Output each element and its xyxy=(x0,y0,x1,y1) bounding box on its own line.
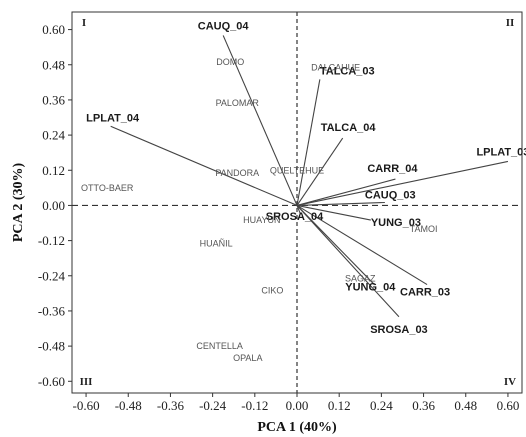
vector-label: CAUQ_03 xyxy=(365,190,416,202)
observation-label: PANDORA xyxy=(215,168,259,178)
x-tick-label: -0.24 xyxy=(199,398,227,413)
x-axis-title: PCA 1 (40%) xyxy=(257,420,337,435)
quadrant-label: III xyxy=(80,376,93,388)
loading-vector xyxy=(296,205,400,318)
observation-label: PALOMAR xyxy=(216,98,260,108)
x-axis: -0.60 -0.48 -0.36 -0.24 -0.12 0.00 0.12 0.24 0.3… xyxy=(73,393,520,413)
loading-vector xyxy=(296,178,396,206)
y-tick-label: -0.48 xyxy=(38,339,65,354)
y-tick-label: 0.60 xyxy=(42,22,65,37)
x-tick-label: -0.48 xyxy=(115,398,142,413)
vector-label: TALCA_03 xyxy=(320,65,375,77)
x-tick-label: -0.60 xyxy=(73,398,100,413)
vector-label: LPLAT_03 xyxy=(476,146,526,158)
vector-label: CAUQ_04 xyxy=(198,20,250,32)
vector-label: SROSA_04 xyxy=(266,211,324,223)
vector-label: CARR_03 xyxy=(400,287,450,299)
y-axis-title: PCA 2 (30%) xyxy=(11,163,26,243)
observation-label: CIKO xyxy=(261,285,283,295)
y-tick-label: 0.48 xyxy=(42,57,65,72)
loading-vector xyxy=(296,204,428,286)
quadrant-label: IV xyxy=(504,376,516,388)
observation-label: CENTELLA xyxy=(196,341,243,351)
vector-label: SROSA_03 xyxy=(370,324,427,336)
y-tick-label: 0.12 xyxy=(42,163,65,178)
loading-vector xyxy=(296,79,321,206)
y-axis: 0.60 0.48 0.36 0.24 0.12 0.00 -0.12 -0.24 -0.36 -… xyxy=(38,22,72,389)
quadrant-label: I xyxy=(82,17,86,29)
observation-label: TAMOI xyxy=(410,224,438,234)
vector-label: LPLAT_04 xyxy=(86,112,140,124)
observation-label: OTTO-BAER xyxy=(81,183,134,193)
vector-labels: CAUQ_04 TALCA_03 LPLAT_04 TALCA_04 CARR_04 LP… xyxy=(86,20,526,335)
loading-vector xyxy=(296,204,371,221)
observation-label: OPALA xyxy=(233,353,262,363)
quadrant-label: II xyxy=(506,17,515,29)
vector-label: CARR_04 xyxy=(367,163,418,175)
observation-label: HUAÑIL xyxy=(200,239,233,249)
x-tick-label: -0.12 xyxy=(241,398,268,413)
observation-label: SAGAZ xyxy=(345,274,376,284)
x-tick-label: -0.36 xyxy=(157,398,185,413)
y-tick-label: 0.00 xyxy=(42,198,65,213)
loading-vector xyxy=(296,201,385,206)
x-tick-label: 0.00 xyxy=(286,398,309,413)
observation-label: DOMO xyxy=(216,57,244,67)
loading-vector xyxy=(296,160,509,206)
observation-labels: DOMO DALCAHUE PALOMAR PANDORA QUELTEHUE OTTO-… xyxy=(81,57,438,363)
observation-label: DALCAHUE xyxy=(311,63,360,73)
x-tick-label: 0.12 xyxy=(328,398,351,413)
y-tick-label: 0.36 xyxy=(42,92,65,107)
loading-vector xyxy=(296,205,375,285)
loading-vector xyxy=(296,137,344,206)
y-tick-label: -0.24 xyxy=(38,268,66,283)
x-tick-label: 0.48 xyxy=(454,398,477,413)
x-tick-label: 0.60 xyxy=(497,398,520,413)
loading-vector xyxy=(296,205,302,215)
loading-vector xyxy=(222,35,298,206)
observation-label: HUAYUN xyxy=(243,215,280,225)
vector-label: YUNG_04 xyxy=(345,282,396,294)
loading-vector xyxy=(110,125,298,206)
y-tick-label: 0.24 xyxy=(42,128,65,143)
x-tick-label: 0.36 xyxy=(412,398,435,413)
y-tick-label: -0.36 xyxy=(38,303,66,318)
observation-label: QUELTEHUE xyxy=(270,165,324,175)
y-tick-label: -0.12 xyxy=(38,233,65,248)
x-tick-label: 0.24 xyxy=(370,398,393,413)
loading-vectors xyxy=(110,35,509,318)
vector-label: YUNG_03 xyxy=(371,217,421,229)
vector-label: TALCA_04 xyxy=(321,122,377,134)
y-tick-label: -0.60 xyxy=(38,374,65,389)
